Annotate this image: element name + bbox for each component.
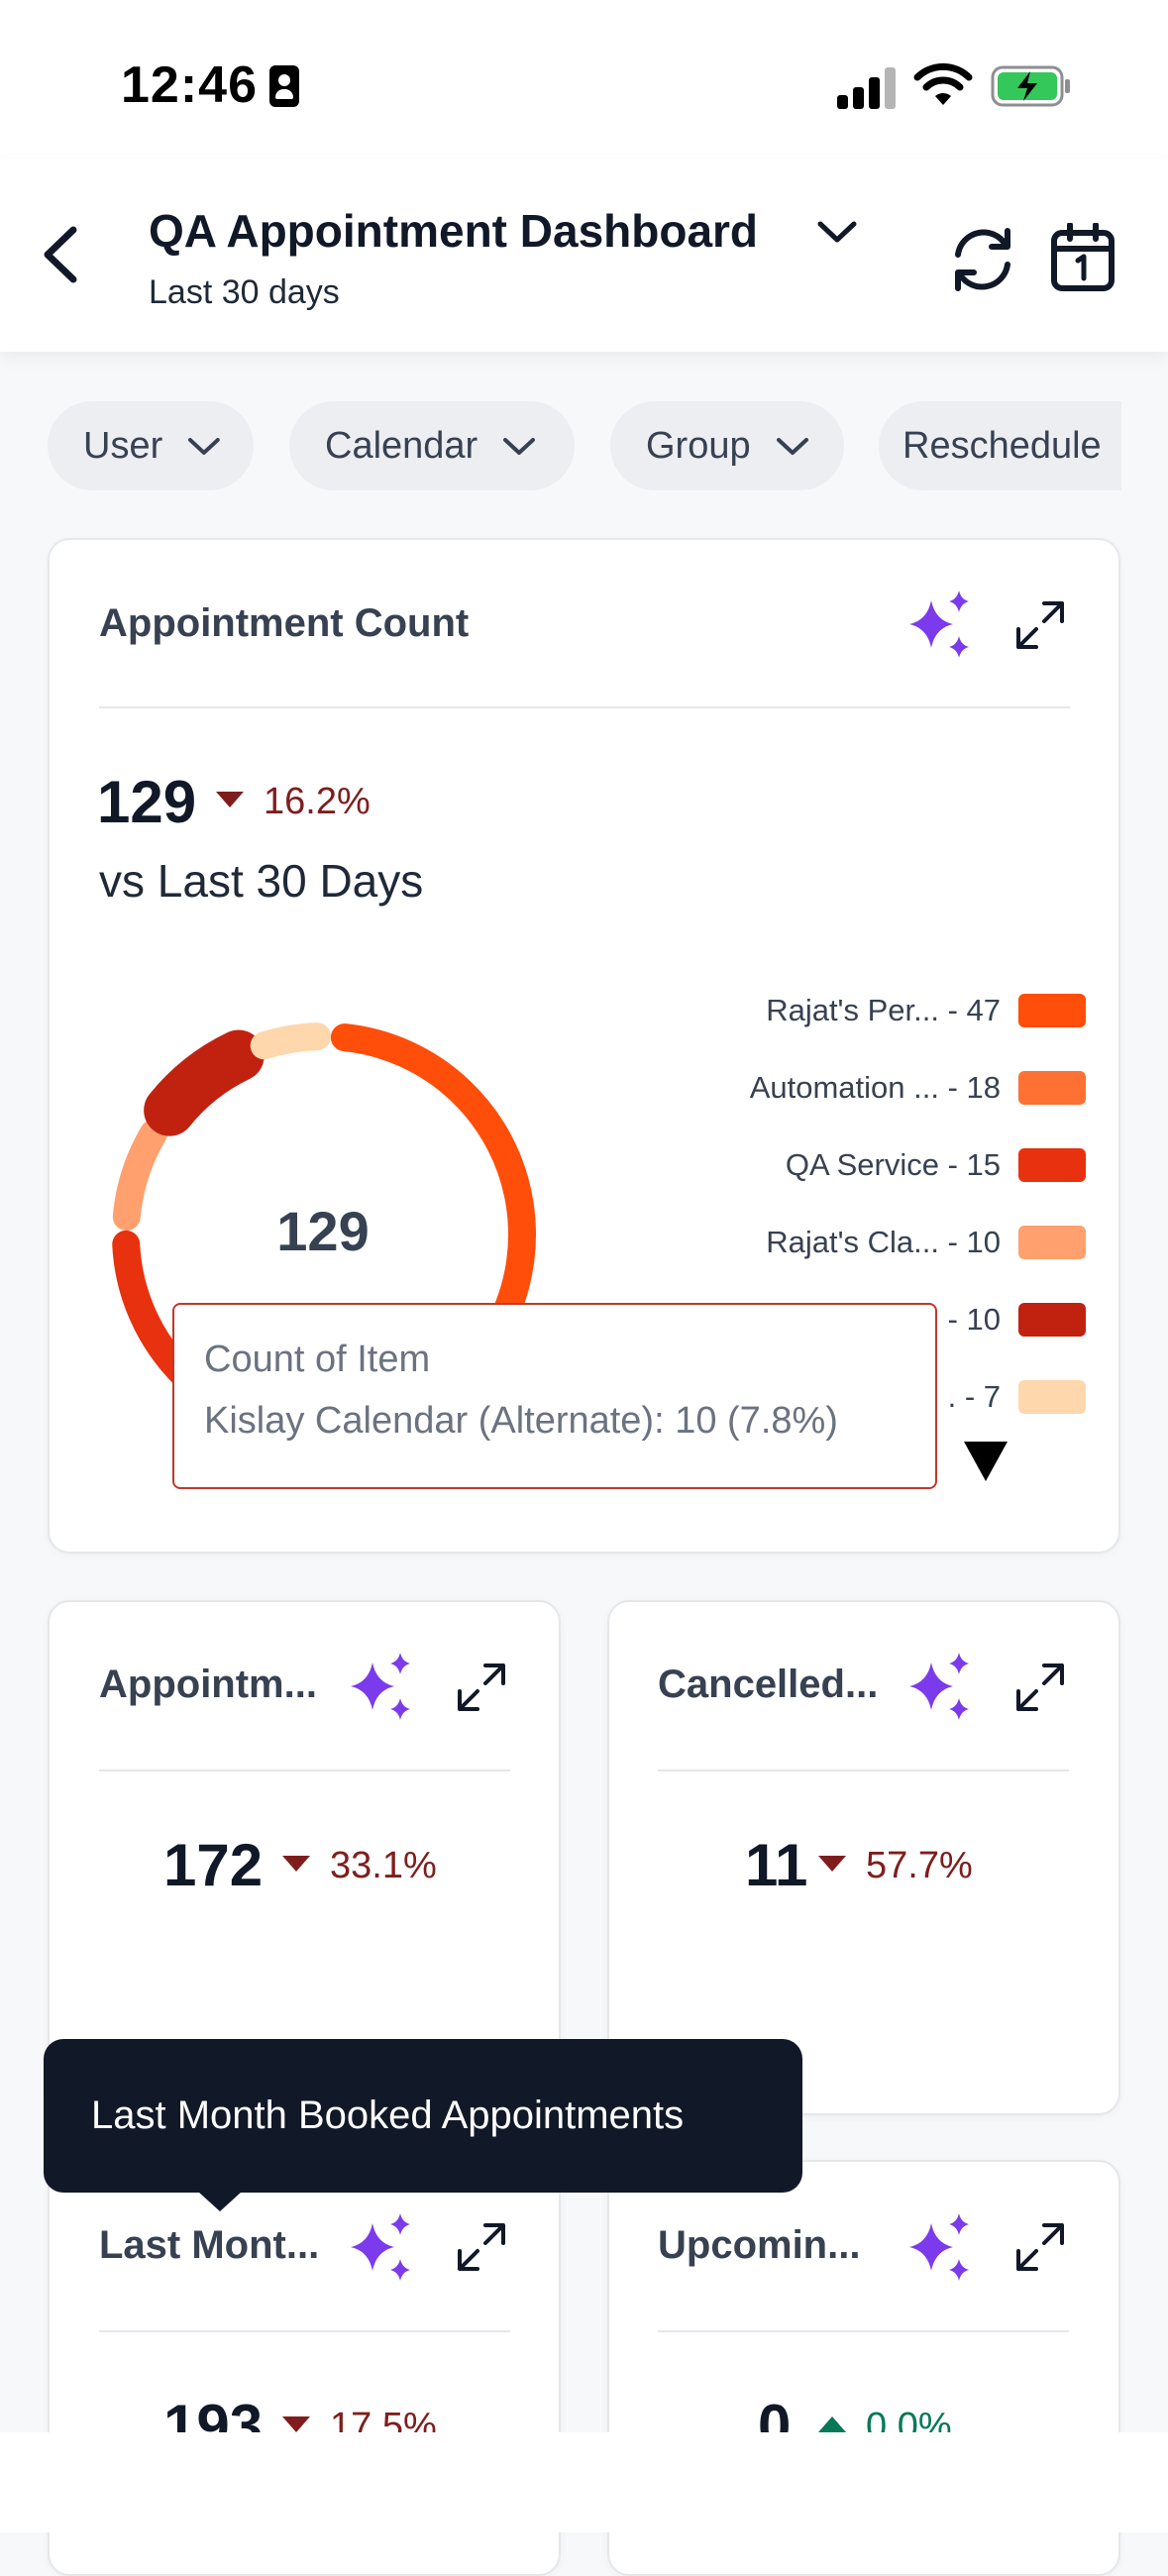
- filter-user-label: User: [83, 424, 163, 467]
- dashboard-title[interactable]: QA Appointment Dashboard: [149, 205, 759, 257]
- expand-icon[interactable]: [454, 2219, 509, 2275]
- card-divider: [99, 1770, 510, 1771]
- legend-swatch: [1018, 994, 1086, 1027]
- legend-item[interactable]: . - 7: [948, 1377, 1086, 1417]
- refresh-icon[interactable]: [946, 223, 1019, 296]
- kpi-value: 11: [745, 1832, 808, 1898]
- card-divider: [99, 706, 1070, 708]
- back-arrow-icon[interactable]: [36, 220, 85, 289]
- tooltip-title: Count of Item: [204, 1339, 431, 1380]
- filter-calendar[interactable]: Calendar: [289, 401, 575, 490]
- filter-calendar-label: Calendar: [325, 424, 478, 467]
- chevron-down-icon: [776, 438, 808, 455]
- trend-down-icon: [818, 1855, 846, 1872]
- legend-item[interactable]: Rajat's Per... - 47: [766, 991, 1086, 1030]
- legend-label: QA Service - 15: [785, 1147, 1001, 1182]
- kpi-delta: 57.7%: [818, 1845, 973, 1887]
- expand-icon[interactable]: [1012, 2219, 1068, 2275]
- filter-reschedule-label: Reschedule: [903, 424, 1102, 467]
- legend-label: - 10: [947, 1302, 1001, 1337]
- donut-slice[interactable]: [112, 1119, 168, 1232]
- cellular-signal-icon: [837, 65, 897, 109]
- tooltip-pointer: [198, 2192, 242, 2211]
- legend-swatch: [1018, 1226, 1086, 1259]
- filter-group[interactable]: Group: [610, 401, 844, 490]
- chart-tooltip: Count of Item Kislay Calendar (Alternate…: [172, 1303, 937, 1489]
- expand-icon[interactable]: [1012, 597, 1068, 653]
- kpi-value: 172: [163, 1832, 264, 1898]
- legend-swatch: [1018, 1303, 1086, 1337]
- legend-item[interactable]: QA Service - 15: [786, 1145, 1086, 1185]
- status-time: 12:46: [121, 56, 258, 114]
- legend-swatch: [1018, 1071, 1086, 1105]
- kpi-delta-value: 57.7%: [866, 1845, 973, 1886]
- card-title: Last Mont...: [99, 2223, 320, 2267]
- legend-label: Rajat's Cla... - 10: [766, 1225, 1001, 1259]
- kpi-delta: 33.1%: [282, 1845, 437, 1887]
- battery-charging-icon: [991, 65, 1070, 107]
- tooltip-value: Kislay Calendar (Alternate): 10 (7.8%): [204, 1400, 838, 1442]
- kpi-delta-value: 33.1%: [330, 1845, 437, 1886]
- wifi-icon: [913, 62, 973, 105]
- filter-user[interactable]: User: [48, 401, 254, 490]
- card-divider: [658, 1770, 1069, 1771]
- kpi-delta: 16.2%: [216, 781, 371, 823]
- ai-sparkle-icon[interactable]: [345, 1653, 418, 1722]
- filter-group-label: Group: [646, 424, 751, 467]
- legend-item[interactable]: Rajat's Cla... - 10: [766, 1223, 1086, 1262]
- expand-icon[interactable]: [1012, 1660, 1068, 1715]
- ai-sparkle-icon[interactable]: [903, 2213, 977, 2283]
- contact-card-icon: [269, 65, 299, 107]
- donut-slice[interactable]: [250, 1022, 332, 1060]
- chevron-down-icon[interactable]: [812, 212, 862, 252]
- card-title-tooltip: Last Month Booked Appointments: [44, 2039, 802, 2193]
- bottom-safe-area: [0, 2432, 1168, 2532]
- legend-swatch: [1018, 1380, 1086, 1414]
- kpi-delta-value: 16.2%: [264, 781, 371, 822]
- card-divider: [99, 2330, 510, 2332]
- legend-item[interactable]: Automation ... - 18: [750, 1068, 1086, 1108]
- trend-up-icon: [818, 2415, 846, 2432]
- card-title: Appointm...: [99, 1663, 317, 1706]
- legend-item[interactable]: - 10: [948, 1300, 1086, 1340]
- card-title: Upcomin...: [658, 2223, 861, 2267]
- trend-down-icon: [282, 1855, 310, 1872]
- legend-label: Automation ... - 18: [749, 1070, 1001, 1105]
- expand-icon[interactable]: [454, 1660, 509, 1715]
- chevron-down-icon: [188, 438, 221, 455]
- ai-sparkle-icon[interactable]: [345, 2213, 418, 2283]
- legend-scroll-arrow-icon[interactable]: [964, 1442, 1008, 1481]
- trend-down-icon: [282, 2415, 310, 2432]
- ai-sparkle-icon[interactable]: [903, 1653, 977, 1722]
- status-bar: [0, 0, 1168, 159]
- date-range-label: Last 30 days: [149, 273, 340, 311]
- kpi-card-cancelled[interactable]: [607, 1600, 1120, 2115]
- comparison-label: vs Last 30 Days: [99, 855, 424, 907]
- filter-reschedule[interactable]: Reschedule: [879, 401, 1121, 490]
- trend-down-icon: [216, 791, 244, 807]
- legend-label: . - 7: [947, 1379, 1001, 1414]
- legend-swatch: [1018, 1148, 1086, 1182]
- legend-label: Rajat's Per... - 47: [766, 993, 1001, 1027]
- card-title: Cancelled...: [658, 1663, 879, 1706]
- chart-legend: Rajat's Per... - 47 Automation ... - 18 QA…: [594, 983, 1086, 1419]
- ai-sparkle-icon[interactable]: [903, 590, 977, 660]
- calendar-icon[interactable]: [1050, 223, 1115, 292]
- chevron-down-icon: [503, 438, 536, 455]
- donut-slice[interactable]: [144, 1029, 265, 1136]
- card-divider: [658, 2330, 1069, 2332]
- card-title: Appointment Count: [99, 601, 470, 645]
- donut-center-total: 129: [276, 1200, 370, 1262]
- kpi-value: 129: [97, 769, 197, 835]
- app-header: [0, 159, 1168, 352]
